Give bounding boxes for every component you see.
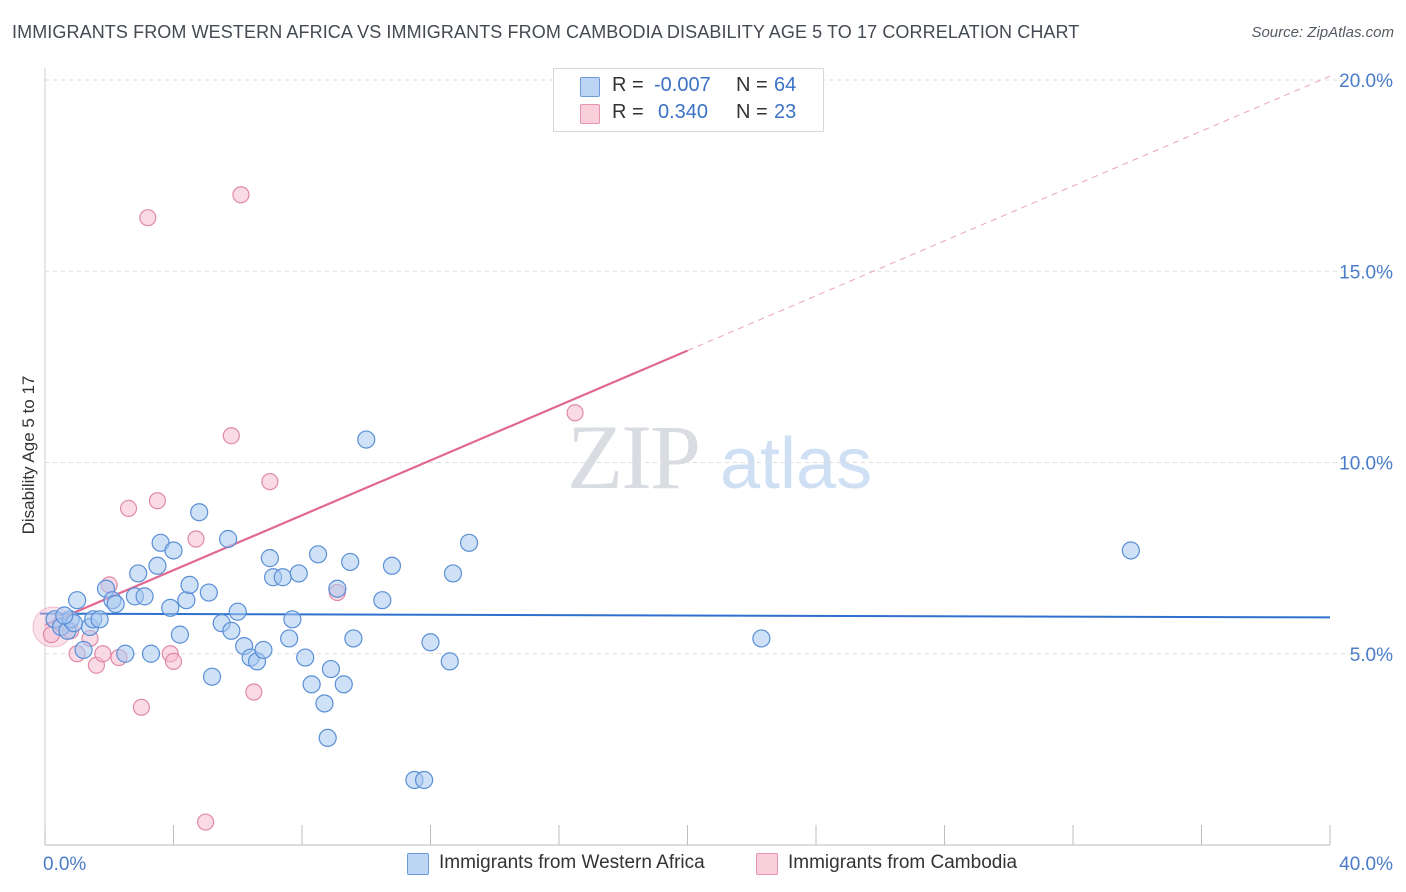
data-point-western-africa xyxy=(318,728,337,748)
y-axis-label: Disability Age 5 to 17 xyxy=(19,376,38,535)
data-point-western-africa xyxy=(129,564,148,583)
legend-swatch-western-africa xyxy=(580,77,600,97)
watermark-zip: ZIP xyxy=(567,406,699,508)
legend-r-value: -0.007 xyxy=(654,74,711,96)
data-point-western-africa xyxy=(177,591,196,610)
bottom-legend-label: Immigrants from Western Africa xyxy=(439,852,705,873)
data-point-cambodia xyxy=(139,209,157,227)
data-point-western-africa xyxy=(141,644,161,663)
y-tick-label: 10.0% xyxy=(1339,454,1393,475)
data-point-western-africa xyxy=(302,675,321,694)
ticks: 5.0% 10.0% 15.0% 20.0% 0.0% 40.0% xyxy=(43,71,1393,875)
data-point-western-africa xyxy=(421,633,440,652)
data-point-western-africa xyxy=(373,591,392,610)
data-point-cambodia xyxy=(232,186,250,204)
data-point-western-africa xyxy=(199,583,218,602)
legend-r-value: 0.340 xyxy=(658,101,709,123)
data-point-western-africa xyxy=(273,568,292,587)
data-point-cambodia xyxy=(222,427,240,445)
legend-n-label: N = xyxy=(736,74,768,96)
data-point-western-africa xyxy=(161,598,180,617)
legend-r-label: R = xyxy=(612,101,644,123)
data-point-western-africa xyxy=(283,610,302,629)
data-point-western-africa xyxy=(382,556,402,575)
grid xyxy=(45,79,1390,655)
data-point-cambodia xyxy=(94,645,112,663)
bottom-legend-swatch-cambodia xyxy=(756,853,778,875)
data-point-western-africa xyxy=(202,667,222,686)
data-point-cambodia xyxy=(187,530,205,548)
data-point-western-africa xyxy=(341,552,360,572)
axes xyxy=(44,68,1331,846)
data-point-cambodia xyxy=(148,492,167,510)
data-point-western-africa xyxy=(334,675,353,694)
data-point-western-africa xyxy=(222,621,241,640)
data-point-western-africa xyxy=(180,575,199,595)
data-point-western-africa xyxy=(219,529,238,549)
stats-legend: R = -0.007 N = 64 R = 0.340 N = 23 xyxy=(553,68,824,132)
data-point-western-africa xyxy=(260,549,279,568)
y-tick-label: 20.0% xyxy=(1339,71,1393,92)
y-tick-label: 15.0% xyxy=(1339,262,1393,283)
data-point-western-africa xyxy=(74,640,93,660)
data-point-western-africa xyxy=(170,625,190,644)
trend-line-cambodia xyxy=(44,349,688,627)
data-point-western-africa xyxy=(148,556,167,575)
bottom-legend-label: Immigrants from Cambodia xyxy=(788,852,1018,873)
legend-n-value: 64 xyxy=(774,74,797,96)
data-point-western-africa xyxy=(90,610,109,629)
data-point-western-africa xyxy=(1121,541,1140,560)
data-point-western-africa xyxy=(106,594,125,614)
data-point-western-africa xyxy=(308,545,328,564)
data-point-cambodia xyxy=(132,698,150,716)
chart-source: Source: ZipAtlas.com xyxy=(1251,24,1394,41)
legend-r-label: R = xyxy=(612,74,644,96)
bottom-legend-swatch-western-africa xyxy=(407,853,429,875)
data-point-western-africa xyxy=(459,533,479,552)
data-point-western-africa xyxy=(414,770,434,790)
data-point-western-africa xyxy=(752,629,771,648)
data-point-western-africa xyxy=(315,694,334,713)
data-point-western-africa xyxy=(328,579,347,598)
data-point-western-africa xyxy=(164,541,183,560)
data-point-cambodia xyxy=(261,473,279,491)
data-points xyxy=(32,186,1140,831)
data-point-western-africa xyxy=(135,587,154,606)
data-point-western-africa xyxy=(321,659,341,679)
data-point-cambodia xyxy=(164,652,183,671)
y-tick-label: 5.0% xyxy=(1350,645,1393,666)
data-point-western-africa xyxy=(357,430,376,449)
data-point-western-africa xyxy=(254,640,273,660)
chart-title: IMMIGRANTS FROM WESTERN AFRICA VS IMMIGR… xyxy=(12,22,1080,42)
x-tick-label: 0.0% xyxy=(43,854,86,875)
trend-lines xyxy=(39,75,1331,627)
legend-n-label: N = xyxy=(736,101,768,123)
legend-swatch-cambodia xyxy=(580,104,600,124)
data-point-cambodia xyxy=(119,499,138,517)
data-point-cambodia xyxy=(566,404,584,422)
data-point-western-africa xyxy=(116,644,135,663)
watermark-atlas: atlas xyxy=(720,424,872,504)
data-point-western-africa xyxy=(440,652,459,671)
trend-line-western-africa xyxy=(39,612,1331,619)
data-point-western-africa xyxy=(228,602,247,621)
watermark: ZIP atlas xyxy=(567,406,872,508)
data-point-western-africa xyxy=(280,629,299,648)
data-point-western-africa xyxy=(289,564,308,583)
data-point-cambodia xyxy=(245,683,263,701)
data-point-cambodia xyxy=(197,813,215,831)
data-point-western-africa xyxy=(68,591,87,610)
legend-n-value: 23 xyxy=(774,101,797,123)
data-point-western-africa xyxy=(443,564,463,583)
x-tick-label: 40.0% xyxy=(1339,854,1393,875)
data-point-western-africa xyxy=(55,606,74,625)
data-point-western-africa xyxy=(190,503,209,522)
data-point-western-africa xyxy=(296,648,315,667)
data-point-western-africa xyxy=(344,629,363,648)
